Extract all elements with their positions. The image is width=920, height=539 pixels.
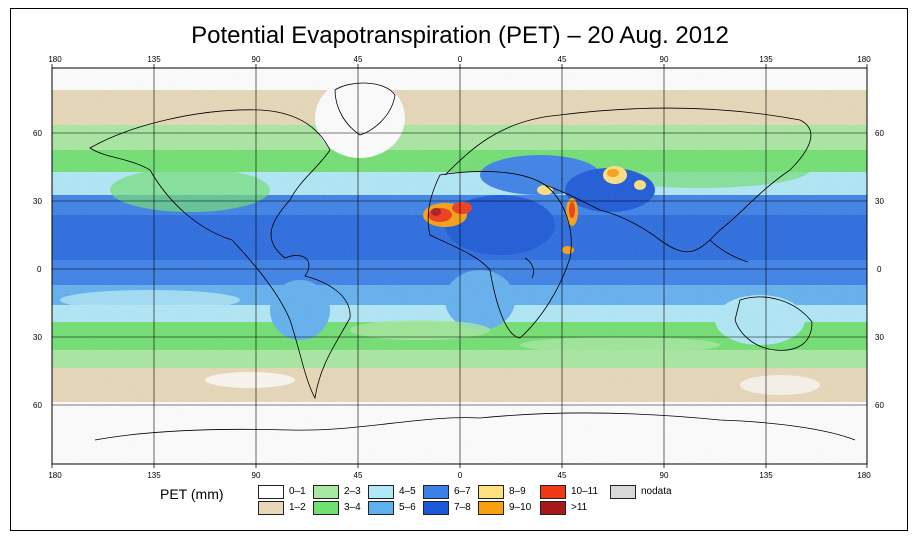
x-tick-bottom: 135 <box>759 471 773 480</box>
y-tick-left: 30 <box>33 333 42 342</box>
legend-label: nodata <box>641 486 672 497</box>
legend-label: 7–8 <box>454 502 471 513</box>
x-tick-bottom: 90 <box>660 471 669 480</box>
legend-swatch <box>368 485 394 499</box>
y-tick-left: 30 <box>33 197 42 206</box>
legend-swatch <box>540 501 566 515</box>
legend-swatch <box>478 485 504 499</box>
legend-swatch <box>423 485 449 499</box>
legend-label: >11 <box>571 502 588 513</box>
coastlines <box>89 82 856 441</box>
graticule <box>52 68 867 464</box>
x-tick-top: 180 <box>48 55 62 64</box>
legend-swatch <box>478 501 504 515</box>
x-tick-bottom: 180 <box>48 471 62 480</box>
legend-label: 4–5 <box>399 486 416 497</box>
x-tick-top: 135 <box>759 55 773 64</box>
legend-label: 2–3 <box>344 486 361 497</box>
x-tick-top: 90 <box>660 55 669 64</box>
legend-swatch <box>258 501 284 515</box>
y-tick-left: 0 <box>37 265 42 274</box>
x-tick-top: 180 <box>857 55 871 64</box>
legend-label: 0–1 <box>289 486 306 497</box>
x-tick-bottom: 45 <box>558 471 567 480</box>
x-tick-bottom: 180 <box>857 471 871 480</box>
legend-label: 5–6 <box>399 502 416 513</box>
x-tick-bottom: 0 <box>458 471 463 480</box>
x-tick-bottom: 135 <box>147 471 161 480</box>
legend-label: 10–11 <box>571 486 599 497</box>
x-tick-bottom: 45 <box>354 471 363 480</box>
x-tick-top: 45 <box>558 55 567 64</box>
legend-title: PET (mm) <box>160 486 224 502</box>
legend-swatch <box>423 501 449 515</box>
y-tick-right: 30 <box>875 197 884 206</box>
legend-swatch <box>540 485 566 499</box>
pet-field <box>52 68 867 464</box>
y-tick-right: 60 <box>875 401 884 410</box>
x-tick-bottom: 90 <box>252 471 261 480</box>
map-title: Potential Evapotranspiration (PET) – 20 … <box>191 22 729 49</box>
legend-swatch <box>610 485 636 499</box>
legend-label: 3–4 <box>344 502 361 513</box>
x-tick-top: 90 <box>252 55 261 64</box>
legend-swatch <box>313 501 339 515</box>
x-tick-top: 135 <box>147 55 161 64</box>
y-tick-left: 60 <box>33 401 42 410</box>
y-tick-right: 60 <box>875 129 884 138</box>
legend-swatch <box>258 485 284 499</box>
legend-label: 8–9 <box>509 486 526 497</box>
legend-swatch <box>368 501 394 515</box>
x-tick-top: 45 <box>354 55 363 64</box>
y-tick-left: 60 <box>33 129 42 138</box>
legend-label: 1–2 <box>289 502 306 513</box>
y-tick-right: 30 <box>875 333 884 342</box>
y-tick-right: 0 <box>877 265 882 274</box>
legend-label: 6–7 <box>454 486 471 497</box>
legend-swatch <box>313 485 339 499</box>
map-border <box>51 67 868 465</box>
legend-label: 9–10 <box>509 502 532 513</box>
x-tick-top: 0 <box>458 55 463 64</box>
